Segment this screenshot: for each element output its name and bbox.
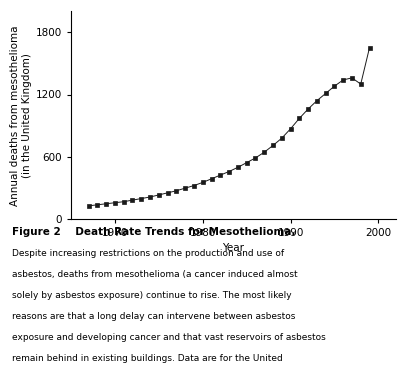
Text: reasons are that a long delay can intervene between asbestos: reasons are that a long delay can interv…	[12, 312, 295, 321]
Text: Figure 2    Death Rate Trends for Mesothelioma.: Figure 2 Death Rate Trends for Mesotheli…	[12, 227, 295, 237]
X-axis label: Year: Year	[222, 243, 244, 253]
Y-axis label: Annual deaths from mesothelioma
(in the United Kingdom): Annual deaths from mesothelioma (in the …	[10, 25, 32, 206]
Text: asbestos, deaths from mesothelioma (a cancer induced almost: asbestos, deaths from mesothelioma (a ca…	[12, 270, 297, 279]
Text: Despite increasing restrictions on the production and use of: Despite increasing restrictions on the p…	[12, 249, 283, 258]
Text: remain behind in existing buildings. Data are for the United: remain behind in existing buildings. Dat…	[12, 354, 282, 363]
Text: exposure and developing cancer and that vast reservoirs of asbestos: exposure and developing cancer and that …	[12, 333, 325, 342]
Text: solely by asbestos exposure) continue to rise. The most likely: solely by asbestos exposure) continue to…	[12, 291, 291, 300]
